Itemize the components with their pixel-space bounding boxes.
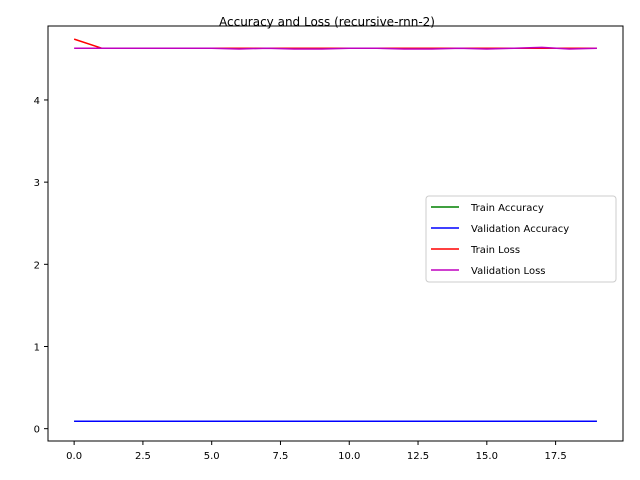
x-axis-ticks: 0.0 2.5 5.0 7.5 10.0 12.5 15.0 17.5 (66, 441, 567, 462)
legend-label-0: Train Accuracy (470, 203, 544, 214)
legend-box (425, 195, 617, 283)
plot-lines (73, 38, 597, 423)
x-tick-label: 2.5 (135, 451, 151, 462)
series-line-2 (73, 38, 597, 49)
x-tick-label: 5.0 (204, 451, 220, 462)
legend-label-2: Train Loss (470, 245, 520, 256)
y-axis-ticks: 0 1 2 3 4 (34, 96, 48, 436)
y-tick-label: 2 (34, 260, 40, 271)
chart-title: Accuracy and Loss (recursive-rnn-2) (219, 15, 435, 29)
y-tick-label: 1 (34, 342, 40, 353)
series-line-3 (74, 46, 597, 50)
x-tick-label: 0.0 (66, 451, 82, 462)
plot-frame (47, 25, 624, 442)
x-tick-label: 15.0 (476, 451, 498, 462)
legend-label-3: Validation Loss (471, 266, 546, 277)
x-tick-label: 7.5 (273, 451, 289, 462)
x-tick-label: 17.5 (544, 451, 566, 462)
legend: Train Accuracy Validation Accuracy Train L… (425, 195, 617, 283)
x-tick-label: 12.5 (407, 451, 429, 462)
y-tick-label: 0 (34, 425, 40, 436)
x-tick-label: 10.0 (338, 451, 360, 462)
y-tick-label: 3 (34, 178, 40, 189)
y-tick-label: 4 (34, 96, 40, 107)
legend-label-1: Validation Accuracy (471, 224, 569, 235)
